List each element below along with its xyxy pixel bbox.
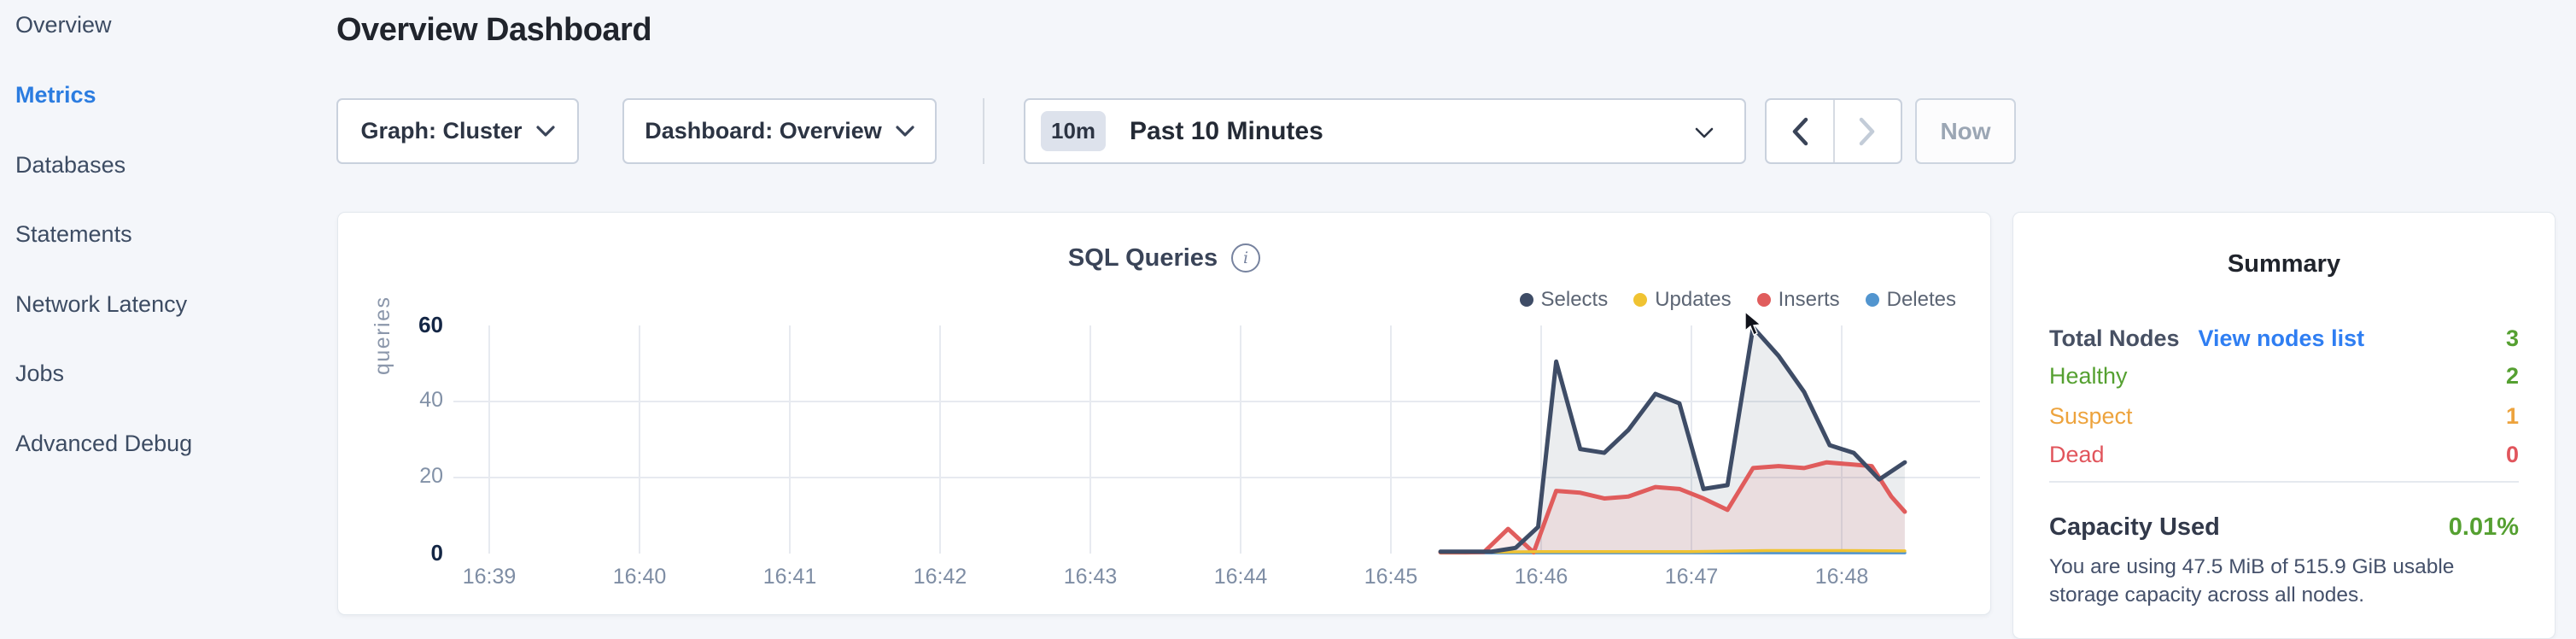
- total-nodes-row: Total Nodes View nodes list 3: [2049, 325, 2519, 352]
- chevron-down-icon: [1695, 127, 1714, 138]
- toolbar-divider: [983, 98, 984, 164]
- view-nodes-list-link[interactable]: View nodes list: [2198, 325, 2365, 351]
- capacity-used-row: Capacity Used 0.01%: [2049, 513, 2519, 542]
- x-tick-label: 16:45: [1364, 565, 1418, 589]
- time-range-badge: 10m: [1041, 111, 1107, 151]
- sidebar-item-overview[interactable]: Overview: [15, 12, 112, 38]
- legend-item-deletes[interactable]: Deletes: [1865, 288, 1956, 312]
- x-tick-label: 16:40: [612, 565, 667, 589]
- summary-divider: [2049, 481, 2519, 483]
- chevron-down-icon: [535, 125, 555, 137]
- chevron-down-icon: [896, 125, 914, 137]
- capacity-description: You are using 47.5 MiB of 515.9 GiB usab…: [2049, 555, 2455, 607]
- time-step-controls: [1765, 98, 1902, 164]
- page-title: Overview Dashboard: [336, 12, 652, 48]
- chart-title: SQL Queries: [1067, 243, 1218, 272]
- info-icon[interactable]: i: [1231, 243, 1261, 273]
- graph-dropdown-label: Graph: Cluster: [360, 118, 523, 144]
- total-nodes-label: Total Nodes: [2049, 325, 2180, 351]
- selects-dot-icon: [1519, 293, 1533, 307]
- sql-queries-chart-card: SQL Queries i Selects Updates Inserts De…: [337, 212, 1991, 615]
- suspect-row: Suspect 1: [2049, 403, 2519, 430]
- sidebar-item-advanced-debug[interactable]: Advanced Debug: [15, 431, 193, 456]
- capacity-used-label: Capacity Used: [2049, 513, 2220, 541]
- x-tick-label: 16:41: [762, 565, 817, 589]
- dashboard-dropdown[interactable]: Dashboard: Overview: [622, 98, 937, 164]
- time-step-back-button[interactable]: [1767, 100, 1835, 162]
- now-button[interactable]: Now: [1915, 98, 2016, 164]
- x-tick-label: 16:44: [1213, 565, 1268, 589]
- total-nodes-value: 3: [2505, 325, 2519, 351]
- x-tick-label: 16:46: [1514, 565, 1568, 589]
- sidebar-item-statements[interactable]: Statements: [15, 221, 132, 247]
- chevron-right-icon: [1860, 117, 1875, 145]
- y-tick-label: 20: [419, 464, 443, 488]
- healthy-value: 2: [2505, 363, 2519, 389]
- dead-label: Dead: [2049, 442, 2105, 467]
- capacity-used-value: 0.01%: [2448, 513, 2519, 541]
- x-tick-label: 16:48: [1814, 565, 1869, 589]
- chart-legend: Selects Updates Inserts Deletes: [1519, 288, 1956, 312]
- sidebar-item-databases[interactable]: Databases: [15, 152, 126, 178]
- suspect-label: Suspect: [2049, 403, 2133, 429]
- time-range-label: Past 10 Minutes: [1130, 116, 1323, 145]
- dead-value: 0: [2505, 442, 2519, 467]
- time-range-dropdown[interactable]: 10m Past 10 Minutes: [1024, 98, 1746, 164]
- mouse-cursor: [1744, 311, 1762, 336]
- x-tick-label: 16:39: [462, 565, 517, 589]
- chevron-left-icon: [1792, 117, 1808, 145]
- x-tick-label: 16:43: [1063, 565, 1118, 589]
- legend-item-updates[interactable]: Updates: [1633, 288, 1732, 312]
- x-tick-label: 16:42: [913, 565, 967, 589]
- time-step-forward-button[interactable]: [1835, 100, 1901, 162]
- healthy-label: Healthy: [2049, 363, 2128, 389]
- summary-panel: Summary Total Nodes View nodes list 3 He…: [2012, 212, 2556, 639]
- deletes-dot-icon: [1865, 293, 1879, 307]
- sidebar-item-metrics[interactable]: Metrics: [15, 82, 96, 108]
- updates-dot-icon: [1633, 293, 1648, 307]
- x-tick-label: 16:47: [1664, 565, 1719, 589]
- sidebar-item-jobs[interactable]: Jobs: [15, 361, 65, 386]
- inserts-dot-icon: [1756, 293, 1771, 307]
- suspect-value: 1: [2505, 403, 2519, 429]
- sql-queries-plot[interactable]: [453, 321, 1990, 569]
- dashboard-dropdown-label: Dashboard: Overview: [645, 118, 882, 144]
- sidebar-item-network-latency[interactable]: Network Latency: [15, 291, 188, 317]
- sidebar: Overview Metrics Databases Statements Ne…: [0, 0, 333, 624]
- y-tick-label: 40: [419, 388, 443, 412]
- y-tick-label: 0: [430, 540, 443, 566]
- legend-item-selects[interactable]: Selects: [1519, 288, 1608, 312]
- summary-title: Summary: [2227, 250, 2341, 278]
- healthy-row: Healthy 2: [2049, 363, 2519, 390]
- dead-row: Dead 0: [2049, 442, 2519, 468]
- legend-item-inserts[interactable]: Inserts: [1756, 288, 1840, 312]
- graph-dropdown[interactable]: Graph: Cluster: [336, 98, 579, 164]
- y-tick-label: 60: [418, 312, 443, 337]
